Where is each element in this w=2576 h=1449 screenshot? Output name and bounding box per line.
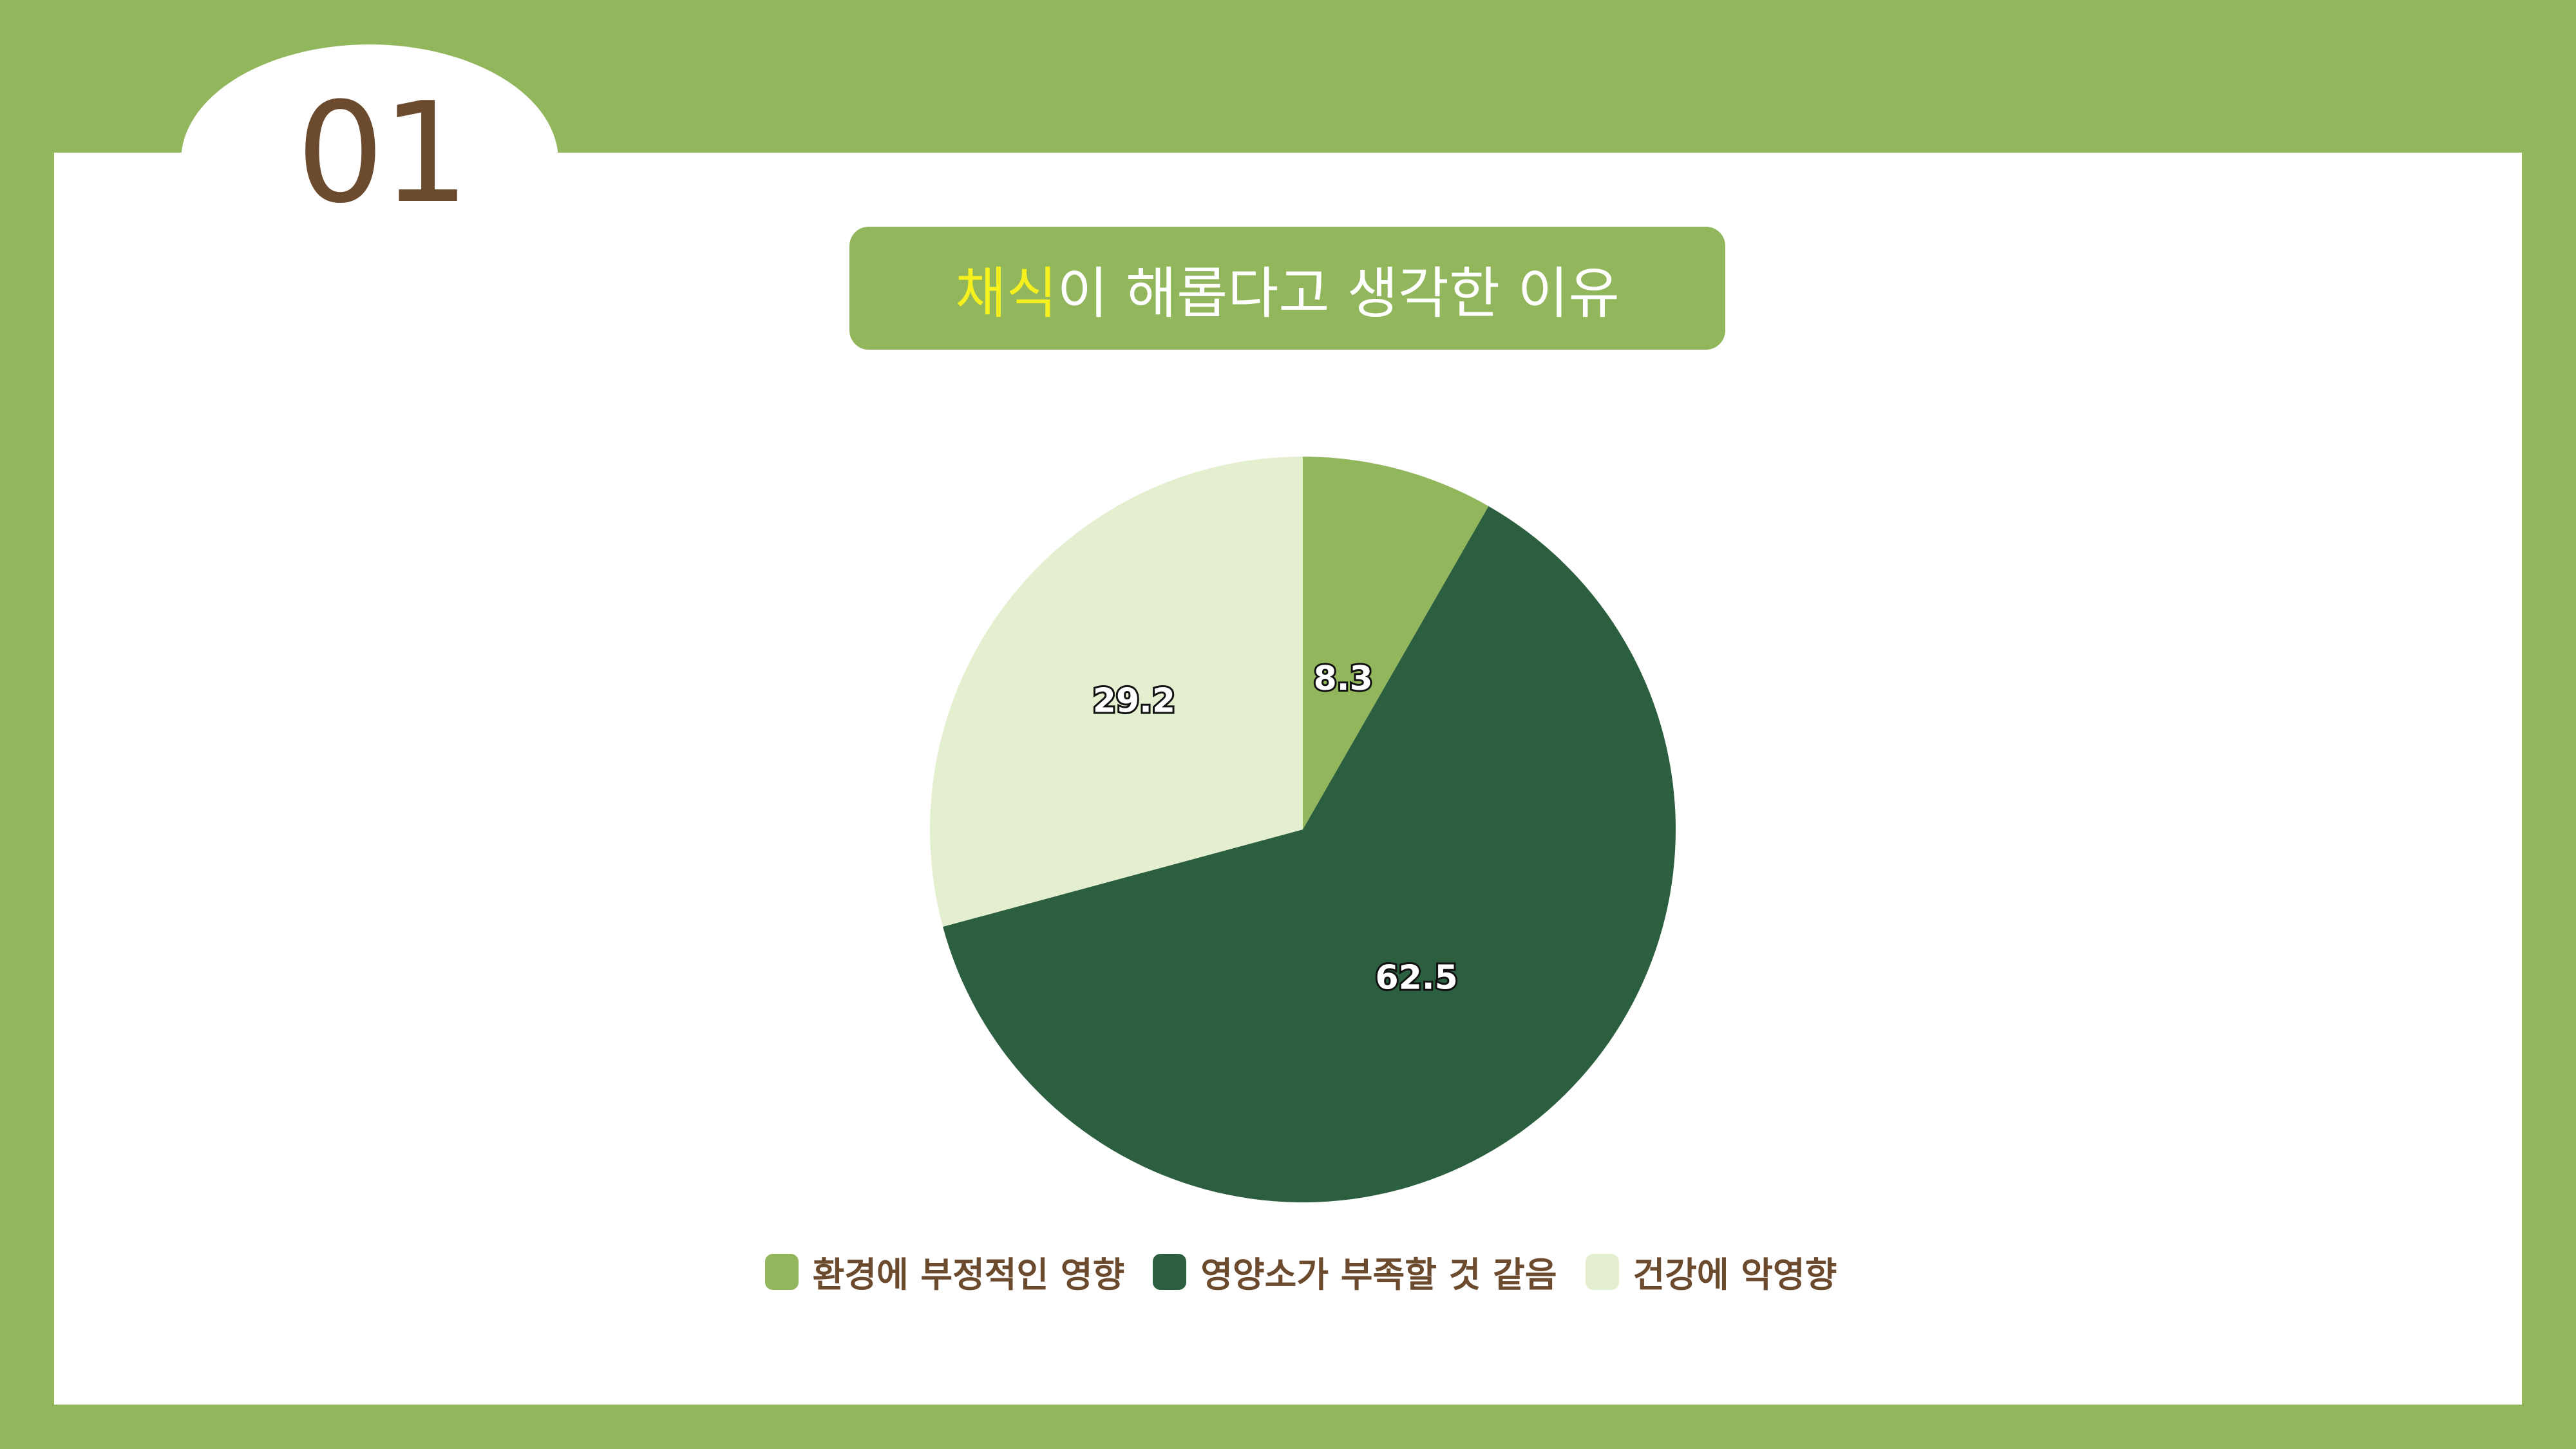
legend-swatch	[764, 1253, 799, 1290]
title-rest: 이 해롭다고 생각한 이유	[1057, 261, 1620, 326]
legend-item: 건강에 악영향	[1585, 1246, 1837, 1297]
chart-title: 채식 이 해롭다고 생각한 이유	[849, 227, 1725, 350]
legend-swatch	[1153, 1253, 1187, 1290]
section-number: 01	[296, 72, 470, 234]
pie-slice	[943, 506, 1676, 1202]
legend-swatch	[1585, 1253, 1619, 1290]
data-label: 29.2	[1093, 681, 1175, 720]
data-label: 8.3	[1314, 659, 1373, 698]
pie-slice	[1303, 457, 1489, 829]
legend: 환경에 부정적인 영향 영양소가 부족할 것 같음 건강에 악영향	[0, 1246, 2576, 1297]
section-tab	[181, 44, 558, 276]
legend-item: 환경에 부정적인 영향	[764, 1246, 1125, 1297]
legend-label: 건강에 악영향	[1633, 1255, 1837, 1295]
legend-item: 영양소가 부족할 것 같음	[1153, 1246, 1557, 1297]
data-label: 62.5	[1376, 958, 1458, 997]
pie-slice	[930, 457, 1303, 927]
legend-label: 영양소가 부족할 것 같음	[1200, 1255, 1557, 1295]
legend-label: 환경에 부정적인 영향	[812, 1255, 1125, 1295]
title-highlight: 채식	[955, 261, 1057, 326]
